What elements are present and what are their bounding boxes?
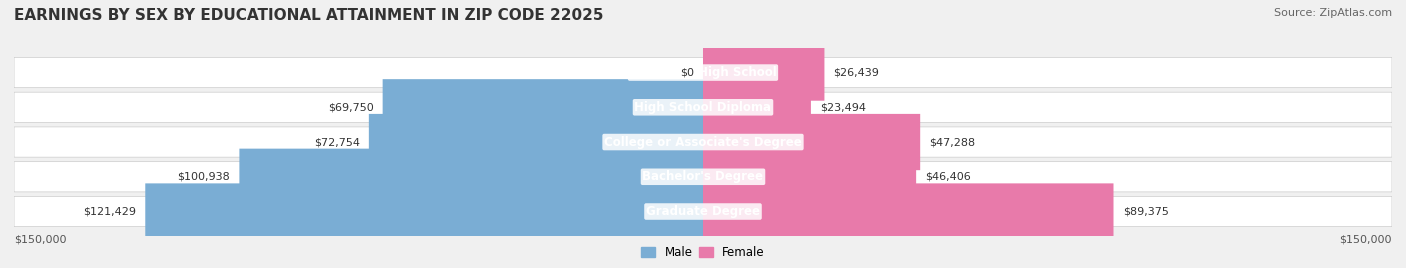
FancyBboxPatch shape (368, 114, 703, 170)
Text: $69,750: $69,750 (328, 102, 374, 112)
Text: $0: $0 (681, 68, 693, 77)
Text: $23,494: $23,494 (820, 102, 866, 112)
Text: Graduate Degree: Graduate Degree (645, 205, 761, 218)
Text: College or Associate's Degree: College or Associate's Degree (605, 136, 801, 148)
Text: $26,439: $26,439 (834, 68, 880, 77)
FancyBboxPatch shape (382, 79, 703, 135)
Text: $72,754: $72,754 (314, 137, 360, 147)
FancyBboxPatch shape (14, 92, 1392, 122)
Text: $89,375: $89,375 (1122, 207, 1168, 217)
Text: $150,000: $150,000 (1340, 234, 1392, 244)
Text: $46,406: $46,406 (925, 172, 972, 182)
FancyBboxPatch shape (703, 114, 920, 170)
FancyBboxPatch shape (703, 149, 917, 205)
Text: EARNINGS BY SEX BY EDUCATIONAL ATTAINMENT IN ZIP CODE 22025: EARNINGS BY SEX BY EDUCATIONAL ATTAINMEN… (14, 8, 603, 23)
FancyBboxPatch shape (239, 149, 703, 205)
Text: $121,429: $121,429 (83, 207, 136, 217)
FancyBboxPatch shape (14, 196, 1392, 227)
Text: $47,288: $47,288 (929, 137, 976, 147)
FancyBboxPatch shape (14, 127, 1392, 157)
FancyBboxPatch shape (703, 44, 824, 101)
Text: Bachelor's Degree: Bachelor's Degree (643, 170, 763, 183)
Text: Less than High School: Less than High School (630, 66, 776, 79)
FancyBboxPatch shape (14, 162, 1392, 192)
FancyBboxPatch shape (145, 183, 703, 240)
Legend: Male, Female: Male, Female (637, 241, 769, 264)
FancyBboxPatch shape (14, 57, 1392, 88)
Text: High School Diploma: High School Diploma (634, 101, 772, 114)
Text: $100,938: $100,938 (177, 172, 231, 182)
FancyBboxPatch shape (703, 183, 1114, 240)
Text: $150,000: $150,000 (14, 234, 66, 244)
FancyBboxPatch shape (703, 79, 811, 135)
Text: Source: ZipAtlas.com: Source: ZipAtlas.com (1274, 8, 1392, 18)
